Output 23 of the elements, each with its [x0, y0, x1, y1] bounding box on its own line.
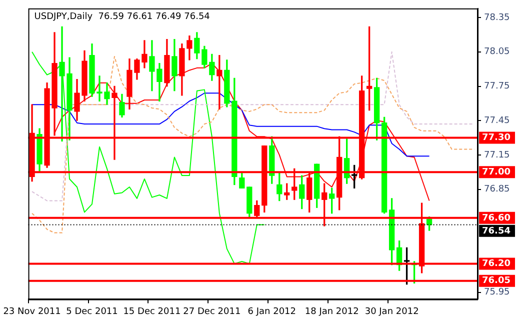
- y-tick-label: 78.05: [484, 47, 510, 58]
- ref-line-label: 76.05: [482, 276, 510, 286]
- line-series: [32, 51, 475, 202]
- y-tick-label: 76.85: [484, 184, 510, 195]
- ref-line-label: 77.30: [482, 133, 510, 144]
- y-tick-label: 77.75: [484, 82, 510, 92]
- y-tick-label: 77.15: [484, 150, 510, 160]
- ref-line-label: 77.00: [482, 167, 510, 178]
- chart-title: USDJPY,Daily 76.59 76.61 76.49 76.54: [34, 12, 210, 22]
- y-tick-label: 75.95: [484, 288, 510, 298]
- line-series: [32, 56, 475, 234]
- x-tick-label: 6 Jan 2012: [248, 306, 296, 317]
- y-tick-label: 78.35: [484, 12, 510, 23]
- y-tick-label: 77.45: [484, 116, 510, 126]
- x-tick-label: 18 Jan 2012: [304, 306, 359, 317]
- ref-line-label: 76.20: [482, 259, 510, 270]
- x-tick-label: 23 Nov 2011: [3, 306, 61, 317]
- x-tick-label: 5 Dec 2011: [66, 306, 118, 317]
- ref-line-label: 76.60: [482, 213, 510, 224]
- x-tick-label: 30 Jan 2012: [364, 306, 419, 317]
- ref-line-label: 76.54: [482, 226, 510, 236]
- x-tick-label: 15 Dec 2011: [123, 306, 181, 317]
- x-tick-label: 27 Dec 2011: [183, 306, 241, 317]
